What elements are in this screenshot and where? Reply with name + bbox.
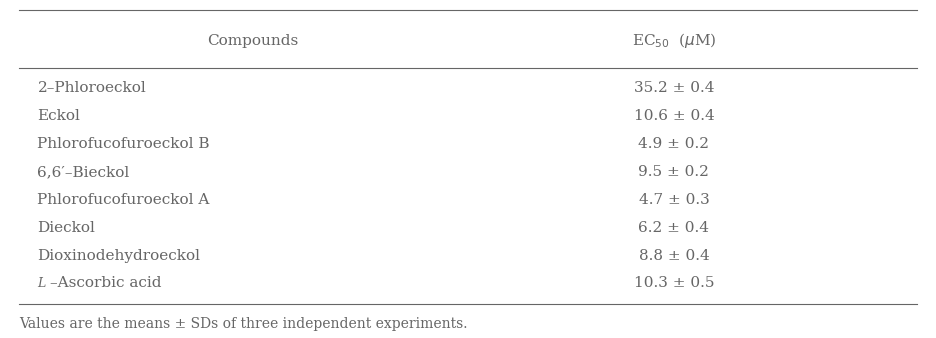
Text: 35.2 ± 0.4: 35.2 ± 0.4 xyxy=(634,81,714,95)
Text: 9.5 ± 0.2: 9.5 ± 0.2 xyxy=(638,165,709,179)
Text: 6,6′–Bieckol: 6,6′–Bieckol xyxy=(37,165,130,179)
Text: 10.3 ± 0.5: 10.3 ± 0.5 xyxy=(634,276,714,290)
Text: Dieckol: Dieckol xyxy=(37,221,95,235)
Text: 2–Phloroeckol: 2–Phloroeckol xyxy=(37,81,146,95)
Text: 4.9 ± 0.2: 4.9 ± 0.2 xyxy=(638,137,709,151)
Text: EC$_{50}$  ($\mu$M): EC$_{50}$ ($\mu$M) xyxy=(632,31,716,50)
Text: –Ascorbic acid: –Ascorbic acid xyxy=(50,276,161,290)
Text: Dioxinodehydroeckol: Dioxinodehydroeckol xyxy=(37,249,200,263)
Text: Phlorofucofuroeckol B: Phlorofucofuroeckol B xyxy=(37,137,210,151)
Text: Phlorofucofuroeckol A: Phlorofucofuroeckol A xyxy=(37,193,210,207)
Text: Values are the means ± SDs of three independent experiments.: Values are the means ± SDs of three inde… xyxy=(19,317,467,332)
Text: L: L xyxy=(37,277,46,290)
Text: Compounds: Compounds xyxy=(207,33,299,48)
Text: 10.6 ± 0.4: 10.6 ± 0.4 xyxy=(634,109,714,123)
Text: 8.8 ± 0.4: 8.8 ± 0.4 xyxy=(638,249,709,263)
Text: 4.7 ± 0.3: 4.7 ± 0.3 xyxy=(638,193,709,207)
Text: 6.2 ± 0.4: 6.2 ± 0.4 xyxy=(638,221,709,235)
Text: Eckol: Eckol xyxy=(37,109,80,123)
